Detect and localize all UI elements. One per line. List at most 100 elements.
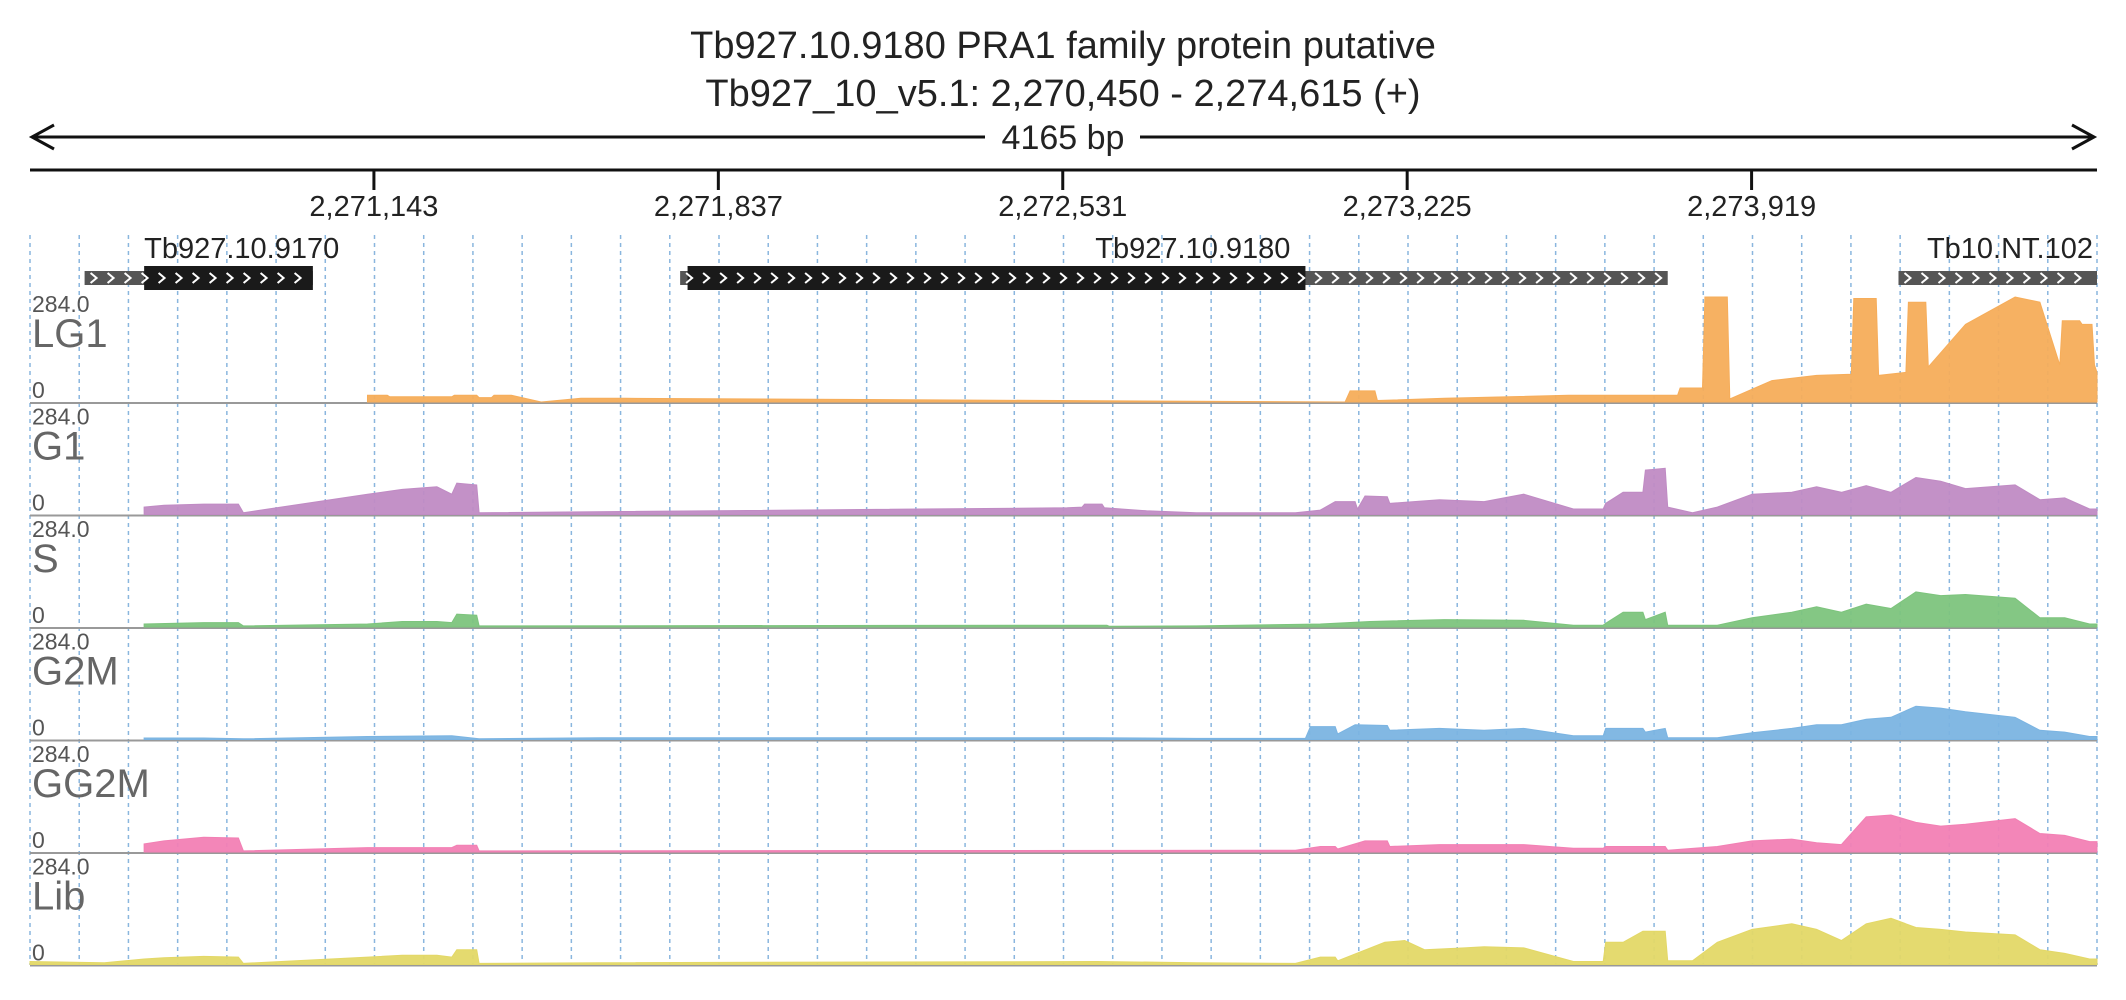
track-ymax-label: 284.0 [32,741,90,767]
strand-chevron [974,272,983,284]
track-ymax-label: 284.0 [32,291,90,317]
strand-chevron [1025,272,1034,284]
strand-chevron [991,272,1000,284]
vertical-gridlines [29,235,2098,965]
strand-chevron [106,272,116,284]
coverage-area [143,705,2098,740]
track-ymax-label: 284.0 [32,404,90,430]
strand-chevron [906,272,915,284]
coverage-area [143,591,2098,628]
strand-chevron [293,272,303,284]
coverage-tracks: 284.0LG10284.0G10284.0S0284.0G2M0284.0GG… [29,291,2098,967]
gene-label: Tb927.10.9180 [1095,233,1290,265]
strand-chevron [1212,272,1221,284]
strand-chevron [242,272,252,284]
axis-tick-label: 2,273,225 [1343,191,1472,223]
axis-tick-label: 2,272,531 [998,191,1127,223]
strand-chevron [1331,272,1340,284]
strand-chevron [1484,272,1493,284]
track-ymin-label: 0 [32,940,45,966]
strand-chevron [685,272,694,284]
span-indicator: 4165 bp [28,119,2098,157]
strand-chevron [1535,272,1544,284]
strand-chevron [1314,272,1323,284]
coverage-track-g1: 284.0G1 0 [30,404,2098,517]
strand-chevron [889,272,898,284]
strand-chevron [1937,272,1947,284]
strand-chevron [1365,272,1374,284]
strand-chevron [1971,272,1981,284]
track-name-label: GG2M [32,762,150,806]
strand-chevron [736,272,745,284]
strand-chevron [2056,272,2066,284]
span-arrow-right-head [2071,123,2098,151]
track-ymin-label: 0 [32,490,45,516]
strand-chevron [1246,272,1255,284]
strand-chevron [1637,272,1646,284]
strand-chevron [225,272,235,284]
gene-cds-bar [687,266,1306,290]
gene-cds-bar [144,266,313,290]
strand-chevron [1195,272,1204,284]
strand-chevron [702,272,711,284]
strand-chevron [1144,272,1153,284]
strand-chevron [1416,272,1425,284]
strand-chevron [1954,272,1964,284]
strand-chevron [1008,272,1017,284]
gene-annotation-track: Tb927.10.9170 Tb927.10.9180 Tb10.NT.102 [84,233,2097,290]
strand-chevron [259,272,269,284]
strand-chevron [1348,272,1357,284]
axis-tick-label: 2,271,143 [309,191,438,223]
figure-subtitle: Tb927_10_v5.1: 2,270,450 - 2,274,615 (+) [705,73,1420,115]
strand-chevron [1603,272,1612,284]
track-ymax-label: 284.0 [32,516,90,542]
strand-chevron [940,272,949,284]
strand-chevron [1620,272,1629,284]
strand-chevron [1161,272,1170,284]
track-name-label: G2M [32,650,119,694]
coverage-track-s: 284.0S 0 [30,516,2098,629]
strand-chevron [208,272,218,284]
coverage-area [143,814,2098,853]
figure-title: Tb927.10.9180 PRA1 family protein putati… [690,25,1436,67]
track-ymin-label: 0 [32,377,45,403]
axis-tick-label: 2,271,837 [654,191,783,223]
strand-chevron [2039,272,2049,284]
strand-chevron [1903,272,1913,284]
strand-chevron [89,272,99,284]
strand-chevron [1450,272,1459,284]
coverage-area [143,467,2098,515]
strand-chevron [872,272,881,284]
track-ymin-label: 0 [32,827,45,853]
strand-chevron [1093,272,1102,284]
strand-chevron [1059,272,1068,284]
strand-chevron [1127,272,1136,284]
span-arrow-left-head [28,123,55,151]
strand-chevron [1518,272,1527,284]
axis-tick-label: 2,273,919 [1687,191,1816,223]
coordinate-ticks: 2,271,143 2,271,837 2,272,531 2,273,225 2,27… [309,170,1816,223]
strand-chevron [2073,272,2083,284]
strand-chevron [957,272,966,284]
coverage-area [366,296,2098,403]
strand-chevron [140,272,150,284]
strand-chevron [1297,272,1306,284]
strand-chevron [157,272,167,284]
strand-chevron [1920,272,1930,284]
strand-chevron [123,272,133,284]
strand-chevron [2022,272,2032,284]
track-ymin-label: 0 [32,602,45,628]
track-name-label: G1 [32,425,85,469]
coverage-area [29,917,2098,965]
strand-chevron [787,272,796,284]
strand-chevron [1654,272,1663,284]
strand-chevron [753,272,762,284]
strand-chevron [1433,272,1442,284]
strand-chevron [770,272,779,284]
gene-label: Tb10.NT.102 [1927,233,2093,265]
